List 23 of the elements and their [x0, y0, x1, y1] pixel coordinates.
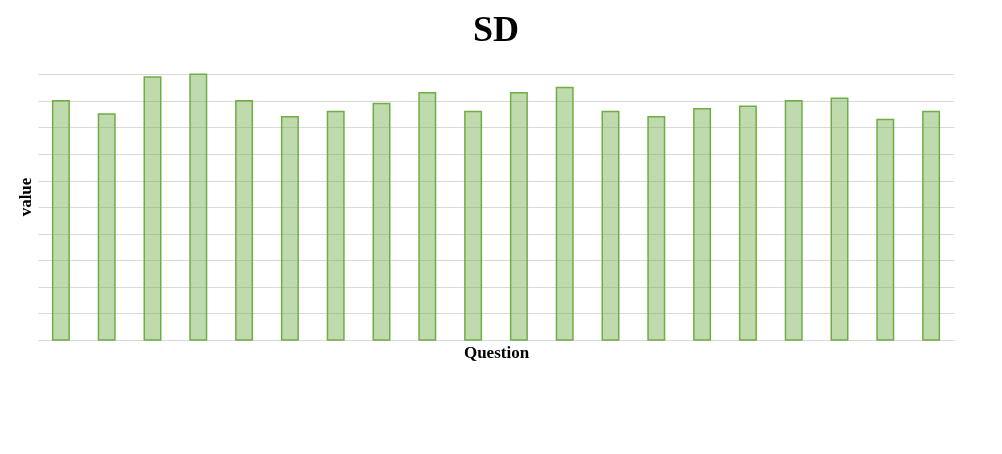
y-axis-title: value: [15, 177, 35, 217]
bar: [830, 97, 849, 341]
bar: [143, 76, 162, 341]
bar: [693, 108, 712, 341]
bar: [922, 110, 941, 341]
bar: [418, 92, 437, 341]
bar: [97, 113, 116, 341]
bar: [876, 118, 895, 341]
bar: [51, 100, 70, 341]
bar: [464, 110, 483, 341]
bar: [784, 100, 803, 341]
bar: [372, 102, 391, 341]
bar: [326, 110, 345, 341]
x-axis-title: Question: [463, 342, 530, 362]
bar: [235, 100, 254, 341]
bar: [647, 116, 666, 341]
bar: [555, 86, 574, 341]
bar: [601, 110, 620, 341]
bar: [280, 116, 299, 341]
bar: [189, 73, 208, 341]
bar: [738, 105, 757, 341]
bar: [509, 92, 528, 341]
chart-title: SD: [472, 9, 520, 49]
